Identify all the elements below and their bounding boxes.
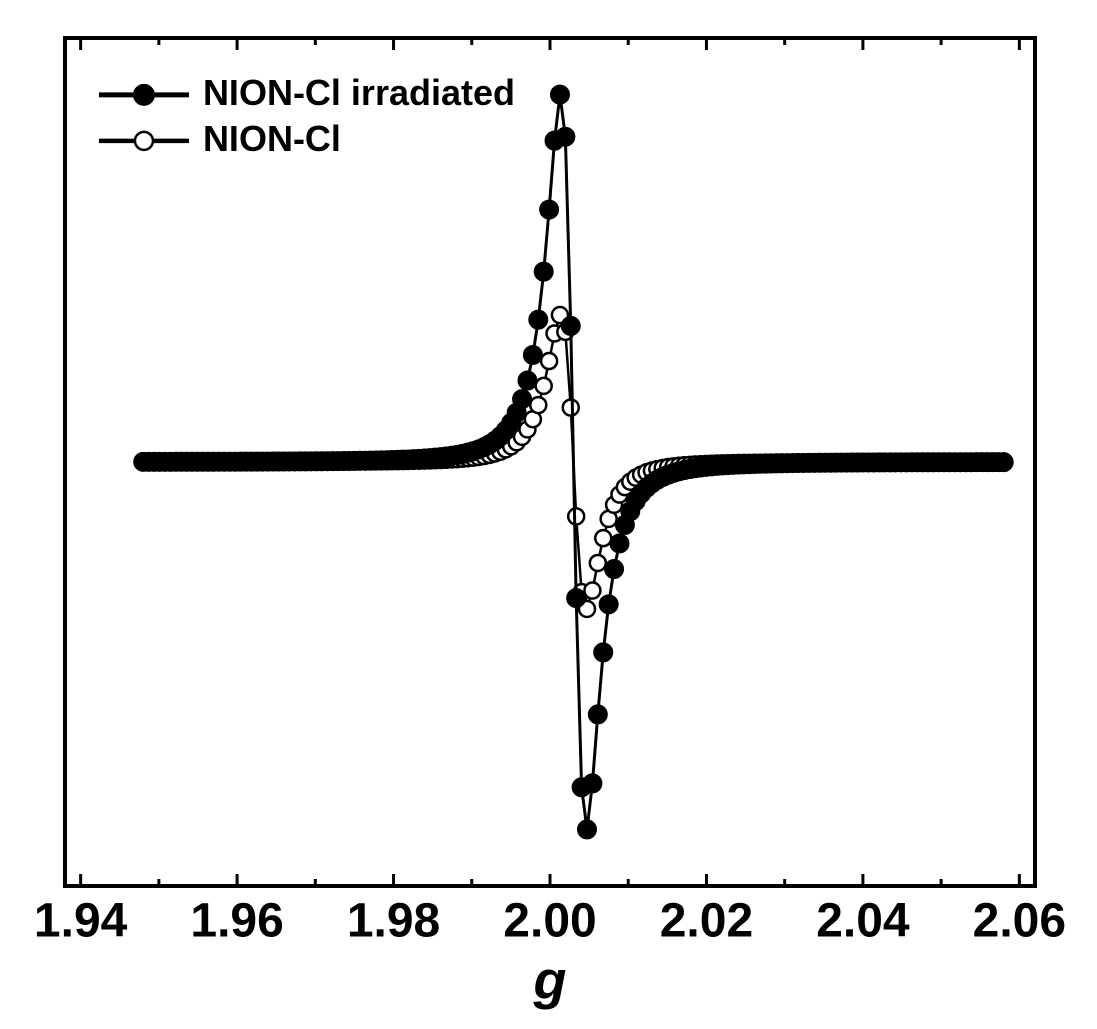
x-tick-label: 1.94 <box>34 894 128 947</box>
x-tick-label: 2.06 <box>973 894 1066 947</box>
chart-svg: 1.94 1.96 1.98 2.00 2.02 2.04 2.06 g NION-Cl irr… <box>0 0 1097 1029</box>
epr-spectrum-chart: 1.94 1.96 1.98 2.00 2.02 2.04 2.06 g NION-Cl irr… <box>0 0 1097 1029</box>
x-tick-label: 2.04 <box>816 894 910 947</box>
x-tick-label: 2.00 <box>503 894 596 947</box>
legend-label-irradiated: NION-Cl irradiated <box>203 72 515 113</box>
legend-label-control: NION-Cl <box>203 118 341 159</box>
x-tick-label: 1.96 <box>190 894 283 947</box>
x-axis-label: g <box>533 951 567 1011</box>
x-tick-label: 1.98 <box>347 894 440 947</box>
x-tick-label: 2.02 <box>660 894 753 947</box>
